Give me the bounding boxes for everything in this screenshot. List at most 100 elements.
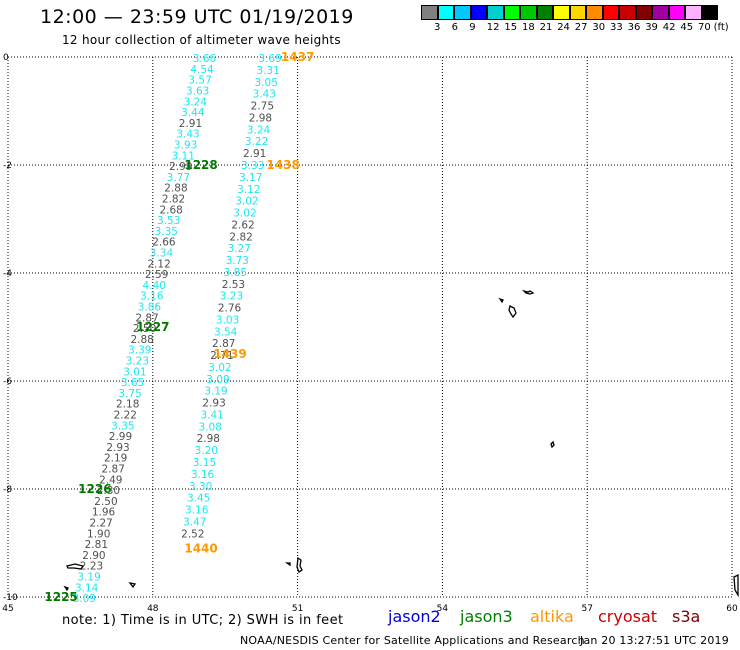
wave-height-label: 2.59 [145, 269, 168, 281]
y-tick-label: -4 [3, 269, 12, 279]
wave-height-label: 3.47 [183, 516, 206, 528]
legend-swatch [569, 5, 586, 20]
wave-height-label: 3.15 [193, 457, 216, 469]
wave-height-label: 3.24 [184, 96, 208, 108]
wave-height-label: 1.90 [87, 528, 110, 540]
wave-height-label: 3.69 [258, 53, 281, 65]
wave-height-label: 2.76 [218, 303, 242, 315]
wave-height-label: 1.96 [92, 507, 116, 519]
wave-height-label: 3.20 [195, 445, 218, 457]
island-outline [733, 573, 739, 598]
legend-label: 39 [645, 22, 658, 33]
legend-swatch [520, 5, 537, 20]
y-tick-label: -10 [3, 593, 18, 603]
pass-time-label: 1439 [213, 347, 246, 361]
wave-height-label: 2.50 [94, 496, 117, 508]
wave-height-label: 4.54 [190, 64, 214, 76]
legend-swatch [619, 5, 636, 20]
wave-height-label: 2.12 [147, 258, 170, 270]
satellite-jason2-label: jason2 [388, 607, 441, 626]
wave-height-label: 2.90 [82, 550, 105, 562]
wave-height-label: 3.14 [75, 582, 99, 594]
chart-title: 12:00 — 23:59 UTC 01/19/2019 [40, 6, 354, 28]
wave-height-label: 3.75 [118, 388, 141, 400]
wave-height-label: 3.35 [155, 226, 178, 238]
wave-height-label: 3.93 [174, 139, 197, 151]
wave-height-label: 2.53 [222, 279, 245, 291]
pass-time-label: 1227 [136, 320, 169, 334]
island-outline [521, 289, 535, 295]
wave-height-label: 3.27 [228, 243, 251, 255]
legend-label: 9 [469, 22, 476, 33]
wave-height-label: 3.43 [253, 89, 276, 101]
wave-height-label: 3.66 [193, 53, 217, 65]
island-outline [284, 562, 291, 567]
legend-swatch [602, 5, 619, 20]
pass-time-label: 1226 [78, 482, 111, 496]
wave-height-label: 3.31 [256, 65, 279, 77]
wave-height-label: 2.27 [89, 517, 112, 529]
wave-height-label: 3.57 [188, 75, 211, 87]
y-tick-label: -6 [3, 377, 12, 387]
wave-height-label: 3.86 [138, 301, 162, 313]
wave-height-label: 2.50 [133, 323, 156, 335]
wave-height-label: 3.09 [206, 374, 229, 386]
legend-label: 27 [574, 22, 588, 33]
wave-height-label: 2.98 [197, 433, 220, 445]
wave-height-label: 3.44 [181, 107, 205, 119]
wave-height-label: 2.49 [99, 474, 122, 486]
legend-label: 18 [522, 22, 535, 33]
x-tick-label: 48 [147, 604, 159, 614]
island-outline [63, 585, 69, 592]
wave-height-label: 3.35 [111, 420, 134, 432]
legend-label: 30 [592, 22, 606, 33]
legend-label: 45 [680, 22, 694, 33]
wave-height-label: 2.75 [251, 101, 274, 113]
wave-height-label: 3.65 [121, 377, 144, 389]
wave-height-label: 3.03 [216, 314, 239, 326]
wave-height-label: 2.66 [152, 237, 176, 249]
wave-height-label: 2.52 [181, 528, 204, 540]
island-outline [66, 563, 85, 570]
legend-swatch [652, 5, 669, 20]
wave-height-label: 3.73 [226, 255, 249, 267]
wave-height-label: 3.41 [200, 409, 223, 421]
wave-height-label: 2.81 [85, 539, 108, 551]
x-tick-label: 57 [581, 604, 592, 614]
wave-height-label: 3.09 [73, 593, 96, 605]
wave-height-label: 2.91 [243, 148, 266, 160]
pass-time-label: 1225 [44, 590, 77, 604]
wave-height-label: 2.87 [212, 338, 235, 350]
legend-swatch [454, 5, 471, 20]
legend-label: (ft) [713, 22, 729, 33]
wave-height-label: 3.05 [255, 77, 278, 89]
wave-height-label: 3.22 [245, 136, 268, 148]
wave-height-label: 2.98 [249, 112, 272, 124]
wave-height-label: 3.53 [157, 215, 180, 227]
generated-timestamp: Jan 20 13:27:51 UTC 2019 [580, 634, 729, 647]
wave-height-label: 3.23 [220, 291, 243, 303]
pass-time-label: 1438 [266, 158, 299, 172]
legend-label: 33 [610, 22, 623, 33]
wave-height-label: 3.63 [186, 85, 209, 97]
legend-label: 15 [504, 22, 518, 33]
wave-height-label: 2.68 [159, 204, 182, 216]
wave-height-label: 3.02 [233, 208, 256, 220]
wave-height-label: 3.19 [77, 571, 100, 583]
legend-swatch [503, 5, 520, 20]
wave-height-label: 3.43 [176, 129, 199, 141]
wave-height-label: 2.93 [106, 442, 129, 454]
island-outline [498, 297, 504, 304]
wave-height-label: 3.33 [241, 160, 264, 172]
wave-height-label: 2.91 [179, 118, 202, 130]
wave-height-label: 2.22 [114, 409, 137, 421]
x-tick-label: 51 [292, 604, 303, 614]
chart-subtitle: 12 hour collection of altimeter wave hei… [62, 33, 341, 47]
island-outline [128, 582, 137, 589]
island-outline [296, 556, 303, 573]
wave-height-label: 2.93 [202, 398, 225, 410]
legend-swatch [635, 5, 652, 20]
wave-height-label: 3.77 [167, 172, 190, 184]
wave-height-label: 4.40 [143, 280, 166, 292]
satellite-jason3-label: jason3 [460, 607, 513, 626]
